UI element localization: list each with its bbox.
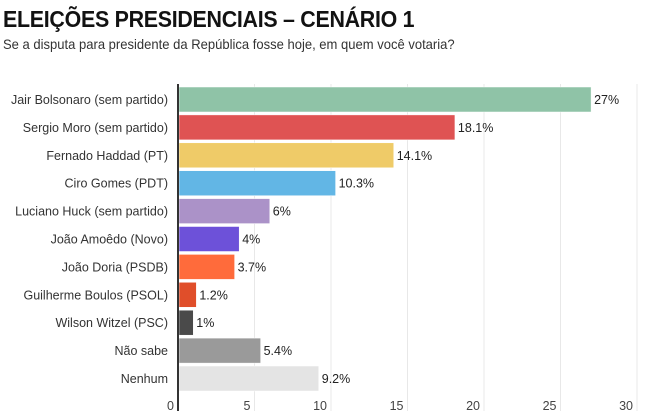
x-tick-label: 0 — [167, 399, 174, 413]
category-labels: Jair Bolsonaro (sem partido) Sergio Moro … — [11, 93, 168, 386]
chart-title: ELEIÇÕES PRESIDENCIAIS – CENÁRIO 1 — [3, 6, 415, 32]
bar — [178, 254, 235, 280]
category-label: João Amoêdo (Novo) — [51, 233, 168, 247]
category-label: João Doria (PSDB) — [62, 260, 168, 274]
category-label: Guilherme Boulos (PSOL) — [23, 288, 168, 302]
value-label: 3.7% — [238, 260, 266, 274]
value-label: 27% — [594, 93, 619, 107]
value-label: 18.1% — [458, 121, 493, 135]
value-label: 6% — [273, 205, 291, 219]
bar — [178, 337, 261, 364]
category-label: Fernado Haddad (PT) — [46, 149, 168, 163]
value-label: 14.1% — [397, 149, 432, 163]
bars — [178, 86, 592, 392]
value-labels: 27% 18.1% 14.1% 10.3% 6% 4% 3.7% 1.2% 1% 5.4% 9.2% — [196, 93, 619, 386]
x-tick-label: 20 — [466, 399, 480, 413]
value-label: 9.2% — [322, 372, 351, 386]
category-label: Ciro Gomes (PDT) — [65, 177, 168, 191]
chart-subtitle: Se a disputa para presidente da Repúblic… — [3, 36, 455, 52]
bar — [178, 282, 197, 308]
category-label: Luciano Huck (sem partido) — [15, 205, 168, 219]
bar — [178, 198, 271, 224]
value-label: 10.3% — [339, 177, 374, 191]
category-label: Sergio Moro (sem partido) — [23, 121, 168, 135]
x-tick-label: 30 — [619, 399, 633, 413]
value-label: 1.2% — [199, 288, 228, 302]
value-label: 1% — [196, 316, 214, 330]
category-label: Jair Bolsonaro (sem partido) — [11, 93, 168, 107]
category-label: Wilson Witzel (PSC) — [55, 316, 168, 330]
x-axis-ticks: 0 5 10 15 20 25 30 — [167, 399, 633, 413]
x-tick-label: 5 — [244, 399, 251, 413]
bar — [178, 309, 194, 336]
value-label: 4% — [242, 233, 260, 247]
category-label: Não sabe — [114, 344, 168, 358]
bar — [178, 170, 336, 196]
bar — [178, 142, 394, 169]
x-tick-label: 25 — [543, 399, 557, 413]
x-tick-label: 10 — [313, 399, 327, 413]
bar — [178, 226, 240, 252]
bar — [178, 114, 456, 141]
x-tick-label: 15 — [390, 399, 404, 413]
bar — [178, 365, 320, 392]
bar — [178, 86, 592, 113]
value-label: 5.4% — [264, 344, 293, 358]
category-label: Nenhum — [121, 372, 168, 386]
